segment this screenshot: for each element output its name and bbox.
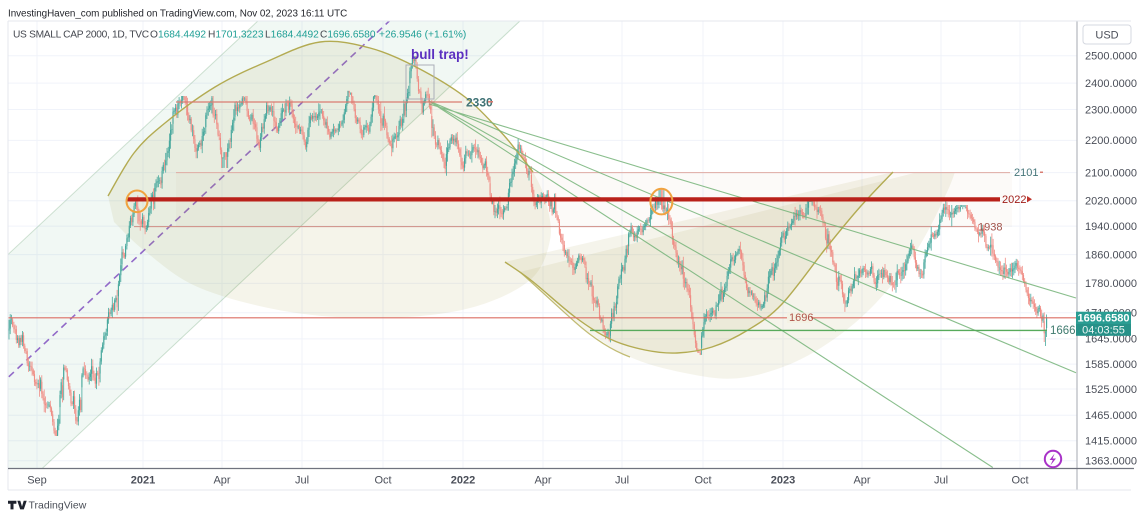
svg-text:1645.0000: 1645.0000 xyxy=(1085,334,1137,346)
svg-text:1938: 1938 xyxy=(978,222,1002,234)
svg-text:1940.0000: 1940.0000 xyxy=(1085,221,1137,233)
svg-text:2020.0000: 2020.0000 xyxy=(1085,196,1137,208)
svg-text:2300.0000: 2300.0000 xyxy=(1085,104,1137,116)
svg-text:1780.0000: 1780.0000 xyxy=(1085,278,1137,290)
svg-text:TradingView: TradingView xyxy=(29,500,87,512)
svg-text:2101: 2101 xyxy=(1014,167,1038,179)
svg-text:Oct: Oct xyxy=(374,475,391,487)
svg-text:1666: 1666 xyxy=(1050,325,1076,337)
svg-text:1465.0000: 1465.0000 xyxy=(1085,410,1137,422)
svg-text:2021: 2021 xyxy=(131,475,155,487)
svg-text:+26.9546 (+1.61%): +26.9546 (+1.61%) xyxy=(379,30,466,41)
svg-text:C1696.6580: C1696.6580 xyxy=(320,30,376,41)
svg-text:US SMALL CAP 2000, 1D, TVC: US SMALL CAP 2000, 1D, TVC xyxy=(13,30,149,41)
svg-text:2330: 2330 xyxy=(466,96,493,110)
svg-text:1696: 1696 xyxy=(789,312,813,324)
svg-text:2500.0000: 2500.0000 xyxy=(1085,51,1137,63)
svg-text:H1701.3223: H1701.3223 xyxy=(208,30,264,41)
svg-text:1525.0000: 1525.0000 xyxy=(1085,384,1137,396)
svg-text:O1684.4492: O1684.4492 xyxy=(150,30,206,41)
svg-text:1363.0000: 1363.0000 xyxy=(1085,456,1137,468)
svg-text:2022: 2022 xyxy=(1002,194,1026,206)
svg-text:bull trap!: bull trap! xyxy=(411,47,469,62)
svg-text:Apr: Apr xyxy=(534,475,551,487)
svg-text:Oct: Oct xyxy=(1011,475,1028,487)
svg-text:Oct: Oct xyxy=(694,475,711,487)
svg-text:Apr: Apr xyxy=(853,475,870,487)
svg-text:Sep: Sep xyxy=(27,475,47,487)
svg-text:2100.0000: 2100.0000 xyxy=(1085,167,1137,179)
svg-text:USD: USD xyxy=(1095,30,1118,42)
svg-text:Apr: Apr xyxy=(213,475,230,487)
svg-text:InvestingHaven_com published o: InvestingHaven_com published on TradingV… xyxy=(8,9,347,20)
svg-text:2200.0000: 2200.0000 xyxy=(1085,135,1137,147)
svg-text:1415.0000: 1415.0000 xyxy=(1085,436,1137,448)
svg-text:2022: 2022 xyxy=(451,475,475,487)
svg-text:Jul: Jul xyxy=(295,475,309,487)
svg-text:04:03:55: 04:03:55 xyxy=(1082,324,1125,336)
svg-text:L1684.4492: L1684.4492 xyxy=(265,30,319,41)
svg-text:Jul: Jul xyxy=(615,475,629,487)
svg-text:2400.0000: 2400.0000 xyxy=(1085,78,1137,90)
svg-text:2023: 2023 xyxy=(771,475,795,487)
svg-text:1860.0000: 1860.0000 xyxy=(1085,249,1137,261)
svg-text:1585.0000: 1585.0000 xyxy=(1085,359,1137,371)
svg-text:Jul: Jul xyxy=(934,475,948,487)
svg-text:1696.6580: 1696.6580 xyxy=(1078,312,1130,324)
